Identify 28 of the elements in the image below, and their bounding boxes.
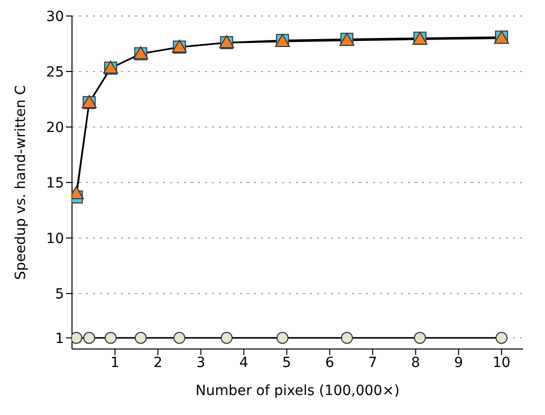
x-tick-label: 3: [196, 354, 206, 371]
point: [220, 332, 233, 344]
x-tick-label: 8: [411, 354, 420, 371]
y-tick-label: 5: [55, 286, 64, 302]
point: [414, 332, 426, 344]
x-axis-title: Number of pixels (100,000×): [195, 383, 400, 399]
y-tick-label: 30: [46, 8, 64, 25]
x-tick-label: 1: [110, 354, 120, 371]
point: [83, 332, 96, 344]
point: [496, 332, 508, 344]
x-tick-label: 6: [325, 354, 334, 371]
point: [134, 332, 147, 344]
x-tick-label: 9: [454, 354, 464, 371]
point: [276, 332, 288, 344]
y-axis-title: Speedup vs. hand-written C: [12, 84, 29, 280]
point: [340, 332, 353, 344]
y-tick-label: 15: [46, 175, 64, 192]
y-tick-label: 10: [46, 230, 64, 247]
y-tick-label: 1: [55, 330, 64, 347]
x-tick-label: 5: [282, 354, 292, 371]
x-tick-label: 2: [153, 354, 162, 371]
point: [173, 332, 186, 344]
x-tick-label: 10: [492, 354, 510, 371]
y-tick-label: 25: [46, 64, 64, 80]
point: [104, 332, 117, 344]
x-tick-label: 4: [239, 354, 248, 371]
y-tick-label: 20: [46, 120, 64, 136]
x-tick-label: 7: [368, 354, 378, 371]
